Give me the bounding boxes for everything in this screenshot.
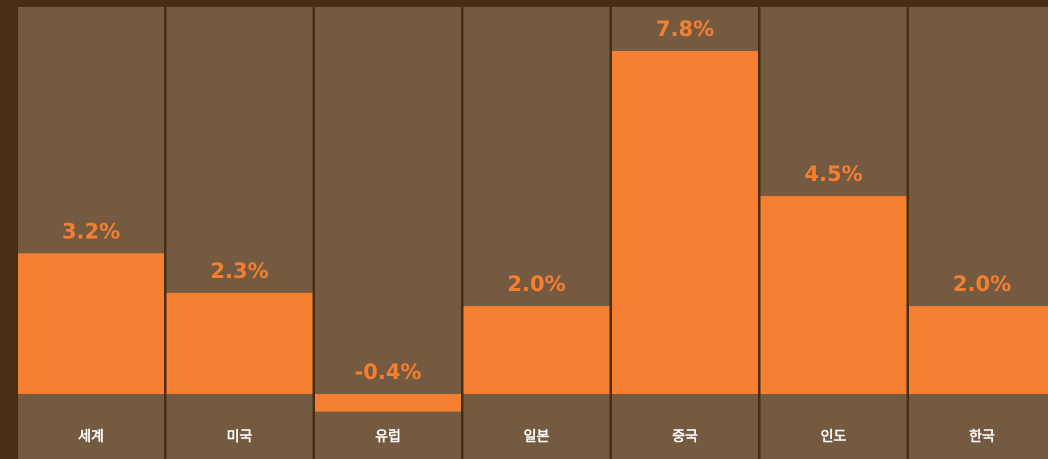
bar — [18, 253, 164, 394]
category-label: 미국 — [227, 429, 253, 445]
category-label: 한국 — [969, 429, 995, 445]
category-label: 유럽 — [375, 429, 401, 445]
bar — [463, 306, 610, 394]
value-label: -0.4% — [355, 360, 422, 384]
bar — [315, 394, 461, 412]
bar — [612, 50, 758, 395]
value-label: 2.3% — [210, 259, 268, 283]
value-label: 4.5% — [804, 162, 862, 186]
value-label: 7.8% — [656, 17, 714, 41]
category-label: 인도 — [821, 428, 847, 445]
bar — [166, 292, 313, 394]
bar — [909, 306, 1048, 394]
bar — [760, 196, 907, 394]
value-label: 3.2% — [62, 219, 120, 243]
category-label: 중국 — [672, 429, 698, 445]
category-label: 세계 — [78, 429, 104, 445]
value-label: 2.0% — [953, 272, 1011, 296]
value-label: 2.0% — [507, 272, 565, 296]
category-label: 일본 — [524, 429, 550, 445]
column — [315, 7, 461, 459]
